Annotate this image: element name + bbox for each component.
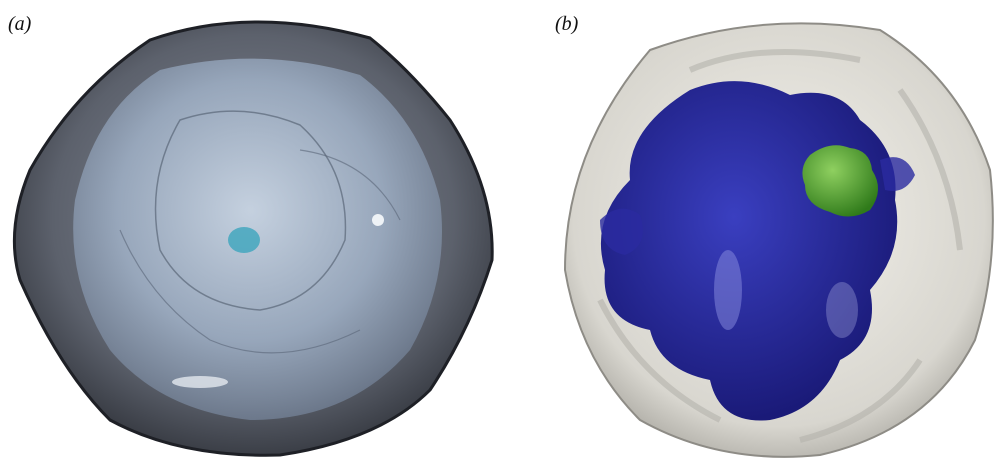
panel-b: (b) [555,13,994,458]
core [228,227,260,253]
shell-texture [597,49,963,443]
panel-a: (a) [8,13,494,457]
inner-contour [119,149,401,354]
protein-density [600,157,915,255]
pore [372,214,384,226]
pore [172,376,228,388]
panel-label: (b) [555,13,579,35]
inner-contour [154,110,347,311]
density-highlight [826,282,858,338]
panel-label: (a) [8,13,32,35]
green-density [802,145,879,217]
density-highlight [714,250,742,330]
